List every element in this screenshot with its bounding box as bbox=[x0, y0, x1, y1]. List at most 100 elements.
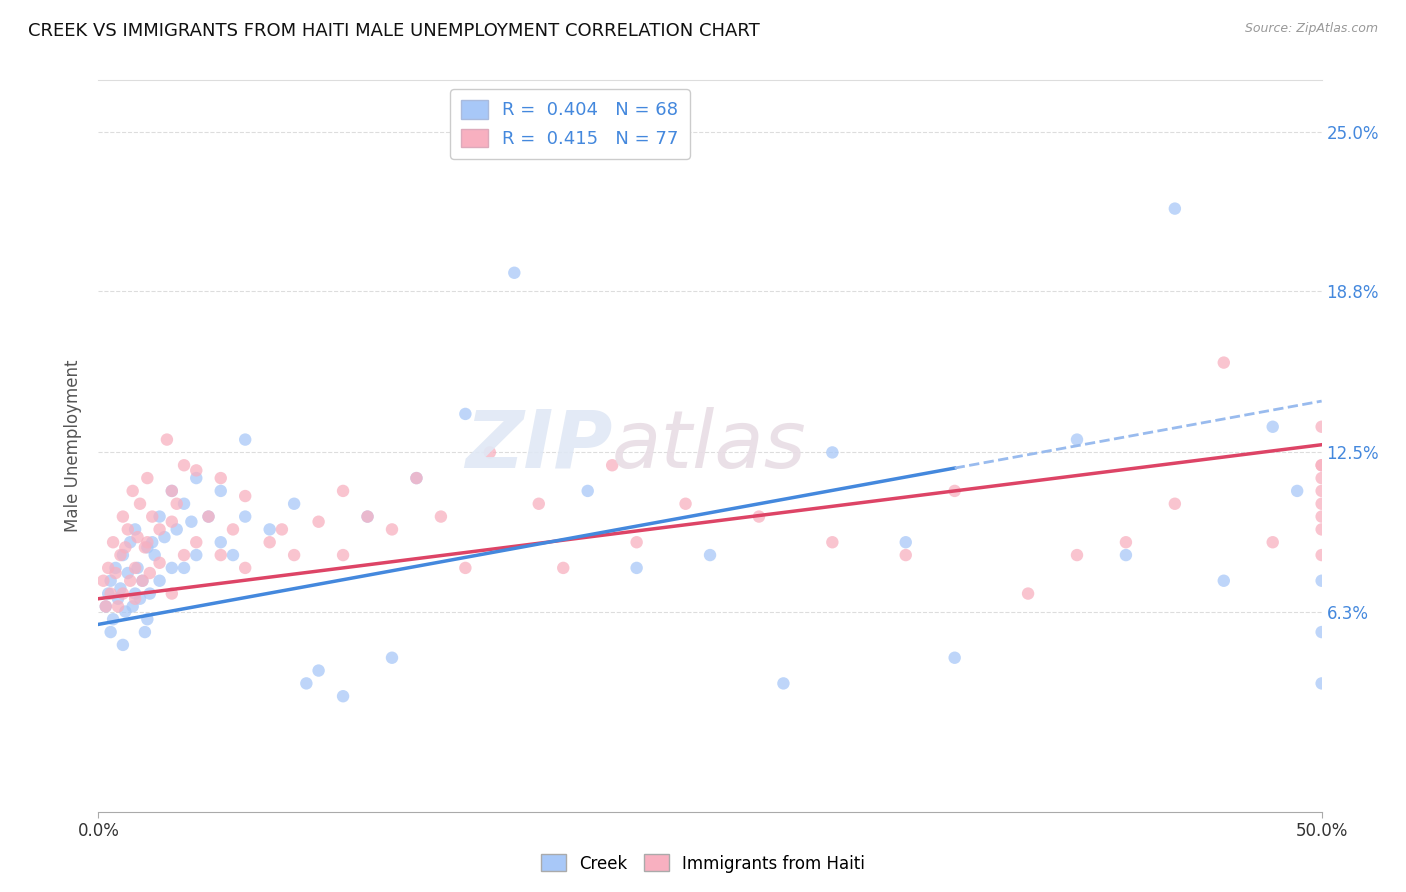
Immigrants from Haiti bbox=[233, 489, 256, 503]
Immigrants from Haiti bbox=[1310, 483, 1333, 498]
Immigrants from Haiti bbox=[209, 471, 232, 485]
Immigrants from Haiti bbox=[553, 561, 575, 575]
Creek bbox=[209, 483, 232, 498]
Immigrants from Haiti bbox=[111, 586, 134, 600]
Creek bbox=[405, 471, 427, 485]
Immigrants from Haiti bbox=[356, 509, 378, 524]
Immigrants from Haiti bbox=[821, 535, 844, 549]
Text: Source: ZipAtlas.com: Source: ZipAtlas.com bbox=[1244, 22, 1378, 36]
Immigrants from Haiti bbox=[1066, 548, 1088, 562]
Creek bbox=[699, 548, 721, 562]
Creek bbox=[1212, 574, 1234, 588]
Creek bbox=[772, 676, 794, 690]
Immigrants from Haiti bbox=[748, 509, 770, 524]
Immigrants from Haiti bbox=[1310, 458, 1333, 473]
Creek bbox=[149, 574, 172, 588]
Immigrants from Haiti bbox=[1164, 497, 1187, 511]
Immigrants from Haiti bbox=[209, 548, 232, 562]
Creek bbox=[143, 548, 166, 562]
Immigrants from Haiti bbox=[104, 566, 127, 580]
Creek bbox=[160, 561, 183, 575]
Creek bbox=[821, 445, 844, 459]
Immigrants from Haiti bbox=[110, 548, 132, 562]
Creek bbox=[1310, 574, 1333, 588]
Immigrants from Haiti bbox=[124, 591, 146, 606]
Creek bbox=[209, 535, 232, 549]
Creek bbox=[127, 561, 149, 575]
Creek bbox=[136, 541, 159, 555]
Creek bbox=[503, 266, 526, 280]
Creek bbox=[356, 509, 378, 524]
Creek bbox=[186, 471, 208, 485]
Text: ZIP: ZIP bbox=[465, 407, 612, 485]
Creek bbox=[308, 664, 330, 678]
Immigrants from Haiti bbox=[156, 433, 179, 447]
Immigrants from Haiti bbox=[283, 548, 305, 562]
Creek bbox=[454, 407, 477, 421]
Immigrants from Haiti bbox=[149, 523, 172, 537]
Immigrants from Haiti bbox=[197, 509, 219, 524]
Creek bbox=[131, 574, 153, 588]
Immigrants from Haiti bbox=[1212, 355, 1234, 369]
Immigrants from Haiti bbox=[173, 458, 195, 473]
Creek bbox=[233, 509, 256, 524]
Creek bbox=[114, 605, 136, 619]
Creek bbox=[1164, 202, 1187, 216]
Immigrants from Haiti bbox=[222, 523, 245, 537]
Immigrants from Haiti bbox=[1310, 471, 1333, 485]
Immigrants from Haiti bbox=[527, 497, 550, 511]
Immigrants from Haiti bbox=[100, 586, 122, 600]
Immigrants from Haiti bbox=[600, 458, 623, 473]
Immigrants from Haiti bbox=[160, 515, 183, 529]
Immigrants from Haiti bbox=[259, 535, 281, 549]
Text: CREEK VS IMMIGRANTS FROM HAITI MALE UNEMPLOYMENT CORRELATION CHART: CREEK VS IMMIGRANTS FROM HAITI MALE UNEM… bbox=[28, 22, 759, 40]
Immigrants from Haiti bbox=[626, 535, 648, 549]
Immigrants from Haiti bbox=[186, 535, 208, 549]
Immigrants from Haiti bbox=[139, 566, 162, 580]
Immigrants from Haiti bbox=[101, 535, 124, 549]
Immigrants from Haiti bbox=[1310, 458, 1333, 473]
Immigrants from Haiti bbox=[114, 541, 136, 555]
Immigrants from Haiti bbox=[1115, 535, 1137, 549]
Creek bbox=[160, 483, 183, 498]
Creek bbox=[124, 586, 146, 600]
Creek bbox=[1286, 483, 1309, 498]
Creek bbox=[1310, 625, 1333, 640]
Creek bbox=[943, 650, 966, 665]
Creek bbox=[111, 548, 134, 562]
Creek bbox=[110, 582, 132, 596]
Creek bbox=[186, 548, 208, 562]
Immigrants from Haiti bbox=[1017, 586, 1039, 600]
Text: atlas: atlas bbox=[612, 407, 807, 485]
Immigrants from Haiti bbox=[332, 483, 354, 498]
Creek bbox=[100, 574, 122, 588]
Immigrants from Haiti bbox=[173, 548, 195, 562]
Creek bbox=[222, 548, 245, 562]
Immigrants from Haiti bbox=[1310, 548, 1333, 562]
Immigrants from Haiti bbox=[166, 497, 188, 511]
Creek bbox=[111, 638, 134, 652]
Creek bbox=[166, 523, 188, 537]
Creek bbox=[149, 509, 172, 524]
Immigrants from Haiti bbox=[111, 509, 134, 524]
Immigrants from Haiti bbox=[405, 471, 427, 485]
Creek bbox=[295, 676, 318, 690]
Immigrants from Haiti bbox=[124, 561, 146, 575]
Immigrants from Haiti bbox=[141, 509, 163, 524]
Creek bbox=[197, 509, 219, 524]
Creek bbox=[97, 586, 120, 600]
Immigrants from Haiti bbox=[129, 497, 152, 511]
Immigrants from Haiti bbox=[97, 561, 120, 575]
Creek bbox=[894, 535, 917, 549]
Creek bbox=[1310, 676, 1333, 690]
Creek bbox=[141, 535, 163, 549]
Y-axis label: Male Unemployment: Male Unemployment bbox=[65, 359, 83, 533]
Immigrants from Haiti bbox=[1310, 419, 1333, 434]
Creek bbox=[1261, 419, 1284, 434]
Creek bbox=[576, 483, 599, 498]
Immigrants from Haiti bbox=[308, 515, 330, 529]
Immigrants from Haiti bbox=[136, 535, 159, 549]
Creek bbox=[233, 433, 256, 447]
Immigrants from Haiti bbox=[478, 445, 501, 459]
Creek bbox=[120, 535, 142, 549]
